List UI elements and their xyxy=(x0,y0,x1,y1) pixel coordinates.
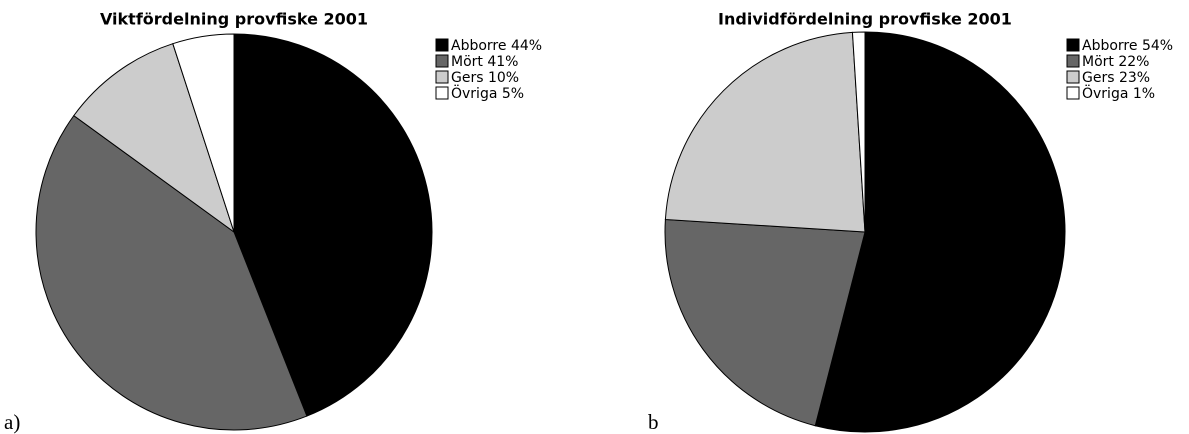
legend-swatch xyxy=(435,86,449,100)
pie-slice xyxy=(233,33,433,417)
legend-label: Mört 41% xyxy=(451,54,518,70)
panel-label: b xyxy=(648,410,659,434)
pie-slice xyxy=(172,33,235,233)
pie-slice xyxy=(664,31,866,233)
legend-label: Övriga 5% xyxy=(451,84,524,102)
legend-label: Gers 10% xyxy=(451,70,519,86)
pie-slice xyxy=(73,43,235,234)
panel-label: a) xyxy=(4,410,20,434)
legend-swatch xyxy=(435,38,449,52)
legend-label: Abborre 44% xyxy=(451,38,542,54)
legend-swatch xyxy=(1066,38,1080,52)
pie-slice xyxy=(851,31,866,233)
chart-title: Viktfördelning provfiske 2001 xyxy=(100,10,368,29)
chart-title: Individfördelning provfiske 2001 xyxy=(718,10,1012,29)
legend-label: Abborre 54% xyxy=(1082,38,1173,54)
legend-label: Övriga 1% xyxy=(1082,84,1155,102)
legend-swatch xyxy=(1066,70,1080,84)
pie-slice xyxy=(814,31,1066,433)
legend-swatch xyxy=(1066,86,1080,100)
legend-label: Mört 22% xyxy=(1082,54,1149,70)
pie-slice xyxy=(35,114,308,431)
legend-swatch xyxy=(1066,54,1080,68)
pie-slice xyxy=(664,218,866,427)
legend-swatch xyxy=(435,54,449,68)
legend-swatch xyxy=(435,70,449,84)
legend-label: Gers 23% xyxy=(1082,70,1150,86)
